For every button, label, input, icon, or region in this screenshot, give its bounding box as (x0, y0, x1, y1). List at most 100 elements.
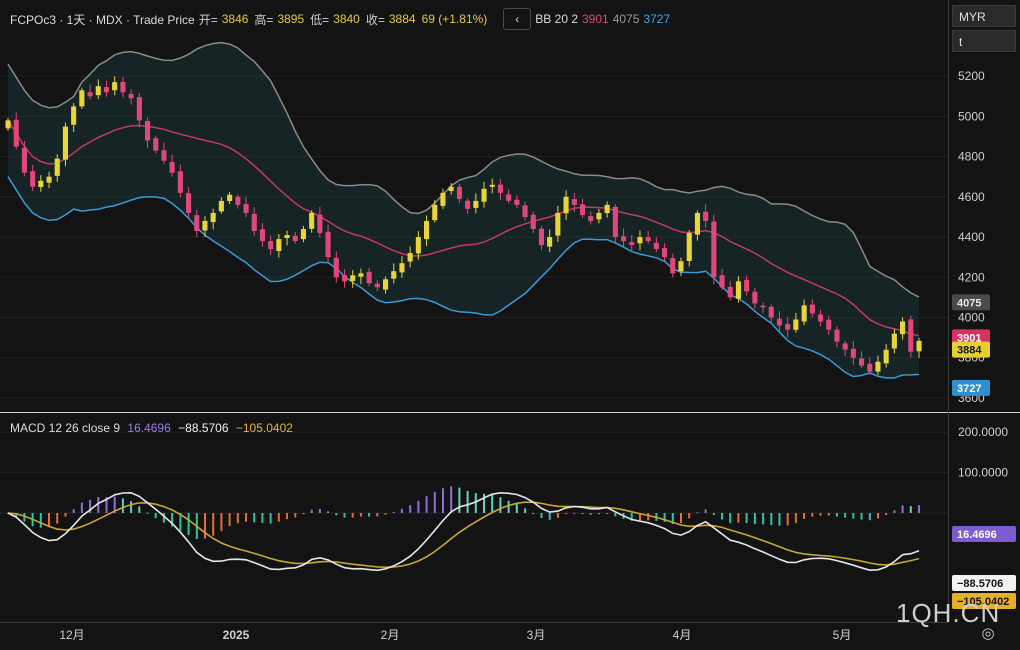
candle-body (424, 221, 430, 240)
macd-hist-bar (400, 508, 403, 513)
candle-body (834, 329, 840, 342)
candle (776, 311, 782, 333)
candle (473, 193, 479, 214)
macd-hist-bar (15, 513, 18, 517)
bb-indicator-name[interactable]: BB 20 2 (535, 12, 578, 26)
macd-hist-bar (491, 494, 494, 513)
bb-lower-badge-bg (952, 379, 990, 396)
candle-body (13, 119, 19, 147)
candle (629, 234, 635, 252)
candle-body (621, 236, 627, 242)
price-tick-label: 5200 (958, 69, 985, 83)
candle-body (71, 106, 77, 125)
macd-hist-bar (253, 513, 256, 523)
macd-hist-bar (458, 487, 461, 513)
candle (686, 230, 692, 267)
candle-body (571, 199, 577, 205)
macd-hist-bar (286, 513, 288, 520)
open-label: 开= (198, 12, 218, 27)
bb-lower-value: 3727 (643, 12, 671, 26)
candle-body (891, 333, 897, 349)
candle-body (596, 212, 602, 220)
candle (801, 299, 807, 325)
candle (21, 140, 27, 177)
candle-body (916, 340, 922, 352)
bb-band-fill (8, 42, 919, 378)
candle (621, 228, 627, 247)
candle-body (489, 184, 495, 187)
candle-body (235, 196, 241, 205)
candle-body (497, 184, 503, 193)
candle (38, 175, 44, 192)
macd-hist-bar (64, 513, 67, 517)
gear-icon[interactable]: ◎ (981, 625, 995, 642)
candle-body (506, 194, 512, 201)
macd-hist-bar (425, 496, 428, 513)
chevron-left-icon[interactable]: ‹ (503, 8, 532, 30)
macd-header: MACD 12 26 close 9 16.4696 −88.5706 −105… (10, 421, 297, 435)
candle (735, 276, 741, 303)
currency-select[interactable]: MYR (952, 5, 1016, 27)
low-value: 3840 (333, 12, 360, 26)
macd-hist-bar (466, 491, 469, 513)
macd-hist-bar (80, 502, 83, 513)
macd-tick-label: 200.0000 (958, 425, 1008, 439)
candle-body (309, 212, 315, 229)
macd-hist-bar (573, 512, 576, 514)
candle (481, 181, 487, 208)
candle-body (768, 306, 774, 318)
candle (818, 309, 824, 327)
candle (538, 226, 544, 251)
bb-upper-value: 4075 (612, 12, 640, 26)
macd-hist-bar (909, 506, 912, 513)
candle-body (760, 305, 766, 308)
candle (62, 122, 68, 167)
candle (465, 198, 471, 214)
macd-hist-bar (844, 513, 847, 518)
candle (785, 316, 791, 337)
time-tick-label: 12月 (59, 628, 84, 642)
candle-body (194, 215, 200, 231)
macd-hist-bar (310, 509, 313, 513)
bb-upper-badge: 4075 (957, 297, 981, 309)
candle-body (276, 239, 282, 251)
candle (432, 200, 438, 223)
candle-body (103, 87, 109, 93)
macd-hist-bar (97, 497, 100, 513)
unit-select[interactable]: t (952, 30, 1016, 52)
candle (752, 287, 758, 309)
macd-signal-value: −105.0402 (235, 421, 293, 435)
candle (292, 232, 298, 244)
bb-mid-line (7, 120, 920, 337)
candle (506, 189, 512, 204)
macd-line (7, 491, 920, 572)
macd-hist-bar (663, 513, 666, 522)
macd-hist-bar (524, 508, 527, 513)
macd-hist-value: 16.4696 (127, 421, 171, 435)
candle (79, 87, 85, 109)
candle (456, 183, 462, 204)
candle-body (153, 138, 159, 151)
macd-hist-bar (671, 513, 674, 524)
macd-hist-bar (327, 511, 330, 513)
time-tick-label: 5月 (833, 628, 852, 642)
candle (662, 243, 668, 261)
candle (547, 229, 553, 253)
candle-body (38, 180, 44, 187)
candle (366, 267, 372, 287)
bb-mid-value: 3901 (582, 12, 609, 26)
candle-body (711, 221, 717, 278)
candle-body (530, 214, 536, 229)
candle (908, 315, 914, 358)
macd-hist-bar (548, 513, 551, 520)
macd-hist-bar (647, 513, 650, 521)
candle (374, 280, 380, 291)
candle (300, 225, 306, 243)
candle (128, 89, 134, 105)
price-tick-label: 4400 (958, 230, 985, 244)
macd-indicator-name[interactable]: MACD 12 26 close 9 (10, 421, 121, 435)
macd-hist-bar (302, 513, 305, 515)
macd-hist-bar (729, 513, 732, 524)
candle-body (391, 271, 397, 279)
